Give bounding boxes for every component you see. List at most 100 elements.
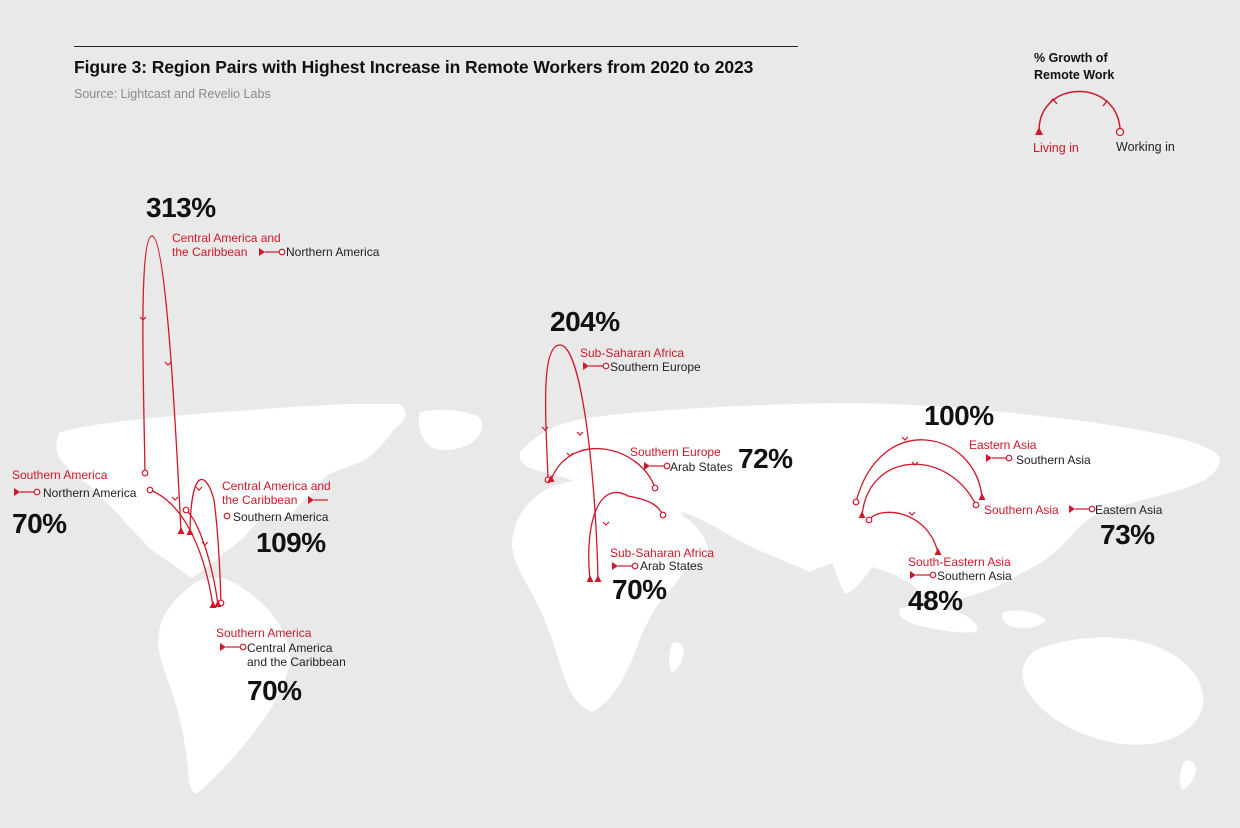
land-eurasia xyxy=(519,403,1220,610)
growth-label-se-as: 72% xyxy=(738,443,793,474)
connector-circle-cac-sa-second xyxy=(223,512,231,520)
working-marker-sa-ea xyxy=(972,501,980,509)
land-india xyxy=(827,518,879,594)
legend-title-line2: Remote Work xyxy=(1034,68,1115,82)
working-label-sa-na: Northern America xyxy=(43,486,137,500)
legend-arrow-up xyxy=(1048,97,1058,105)
flow-arrow-ea-sa-0 xyxy=(901,436,909,441)
land-south-america xyxy=(158,577,290,794)
living-label-sea-sa: South-Eastern Asia xyxy=(908,555,1011,569)
living-label-ea-sa: Eastern Asia xyxy=(969,438,1037,452)
arc-sea-sa xyxy=(868,511,939,554)
flow-arrow-se-as-0 xyxy=(566,452,574,457)
flow-arrow-ssa-se-0 xyxy=(576,431,584,436)
connector-triangle-3 xyxy=(220,643,226,651)
connector-triangle-1 xyxy=(14,488,20,496)
growth-label-ssa-as: 70% xyxy=(612,574,667,605)
legend-living-marker xyxy=(1035,127,1043,135)
working-marker-se-as xyxy=(651,484,659,492)
living-label-cac-sa: Central America and xyxy=(222,479,331,493)
flow-arrow-cac-sa-0 xyxy=(195,486,203,491)
land-australia xyxy=(1022,637,1204,745)
arc-cac-sa xyxy=(189,478,222,604)
figure-title: Figure 3: Region Pairs with Highest Incr… xyxy=(74,57,754,77)
working-label-sa-cac-2: and the Caribbean xyxy=(247,655,346,669)
living-marker-sa-cac xyxy=(214,600,222,607)
connector-triangle-5 xyxy=(644,462,650,470)
legend-title: % Growth of Remote Work xyxy=(1034,50,1114,84)
arc-sa-na xyxy=(149,489,214,607)
living-label-cac-na: Central America and xyxy=(172,231,281,245)
connector-triangle-8 xyxy=(1069,505,1075,513)
working-label-sa-ea: Eastern Asia xyxy=(1095,503,1163,517)
connector-triangle-0 xyxy=(259,248,265,256)
living-label-sa-cac: Southern America xyxy=(216,626,312,640)
living-marker-se-as xyxy=(547,475,555,482)
land-masses xyxy=(56,403,1220,794)
growth-label-sea-sa: 48% xyxy=(908,585,963,616)
living-marker-cac-na xyxy=(177,527,185,534)
working-label-sa-cac: Central America xyxy=(247,641,333,655)
connector-circle-5 xyxy=(663,462,671,470)
connector-circle-8 xyxy=(1088,505,1096,513)
connector-triangle-2 xyxy=(308,496,314,504)
land-new-zealand xyxy=(1179,760,1196,790)
connector-circle-1 xyxy=(33,488,41,496)
growth-label-sa-ea: 73% xyxy=(1100,519,1155,550)
flow-arrow-sa-na-0 xyxy=(171,496,179,501)
connector-circle-9 xyxy=(929,571,937,579)
flow-arrow-sa-ea-0 xyxy=(911,461,919,466)
growth-label-ea-sa: 100% xyxy=(924,400,994,431)
living-label-sa-na: Southern America xyxy=(12,468,108,482)
working-marker-ea-sa xyxy=(852,498,860,506)
arc-se-as xyxy=(550,447,656,489)
living-marker-sea-sa xyxy=(934,548,942,555)
growth-label-cac-sa: 109% xyxy=(256,527,326,558)
legend-arc xyxy=(1038,90,1121,131)
title-rule xyxy=(74,46,798,47)
working-label-se-as: Arab States xyxy=(670,460,733,474)
working-label-cac-na: Northern America xyxy=(286,245,380,259)
legend-working-marker xyxy=(1115,127,1125,137)
growth-label-cac-na: 313% xyxy=(146,192,216,223)
arc-cac-na xyxy=(142,235,182,533)
living-label-se-as: Southern Europe xyxy=(630,445,721,459)
legend-arrow-right xyxy=(1101,97,1108,107)
living-marker-sa-ea xyxy=(858,511,866,518)
working-marker-sa-cac xyxy=(182,506,190,514)
land-africa xyxy=(512,479,693,712)
connector-circle-6 xyxy=(631,562,639,570)
flow-arcs xyxy=(14,235,1096,651)
connector-triangle-4 xyxy=(583,362,589,370)
growth-label-sa-cac: 70% xyxy=(247,675,302,706)
working-label-sea-sa: Southern Asia xyxy=(937,569,1012,583)
living-marker-ssa-as xyxy=(586,575,594,582)
connector-triangle-7 xyxy=(986,454,992,462)
working-label-ssa-as: Arab States xyxy=(640,559,703,573)
living-label-ssa-as: Sub-Saharan Africa xyxy=(610,546,715,560)
land-indonesia xyxy=(899,605,978,633)
connector-circle-3 xyxy=(239,643,247,651)
living-marker-ssa-se xyxy=(594,575,602,582)
working-marker-sa-na xyxy=(146,486,154,494)
living-label-sa-ea: Southern Asia xyxy=(984,503,1059,517)
living-marker-ea-sa xyxy=(978,493,986,500)
living-label-cac-sa-2: the Caribbean xyxy=(222,493,298,507)
flow-arrow-sea-sa-0 xyxy=(908,511,916,516)
living-marker-cac-sa xyxy=(186,528,194,535)
land-madagascar xyxy=(669,642,684,672)
growth-label-ssa-se: 204% xyxy=(550,306,620,337)
connector-triangle-9 xyxy=(910,571,916,579)
working-marker-ssa-as xyxy=(659,511,667,519)
flow-arrow-ssa-as-0 xyxy=(602,521,610,526)
land-japan xyxy=(997,468,1016,504)
flow-arrow-ssa-se-1 xyxy=(541,426,549,431)
connector-circle-7 xyxy=(1005,454,1013,462)
living-label-cac-na-2: the Caribbean xyxy=(172,245,248,259)
land-greenland xyxy=(418,409,483,451)
living-label-ssa-se: Sub-Saharan Africa xyxy=(580,346,685,360)
working-label-cac-sa: Southern America xyxy=(233,510,329,524)
working-marker-sea-sa xyxy=(865,516,873,524)
connector-triangle-6 xyxy=(612,562,618,570)
